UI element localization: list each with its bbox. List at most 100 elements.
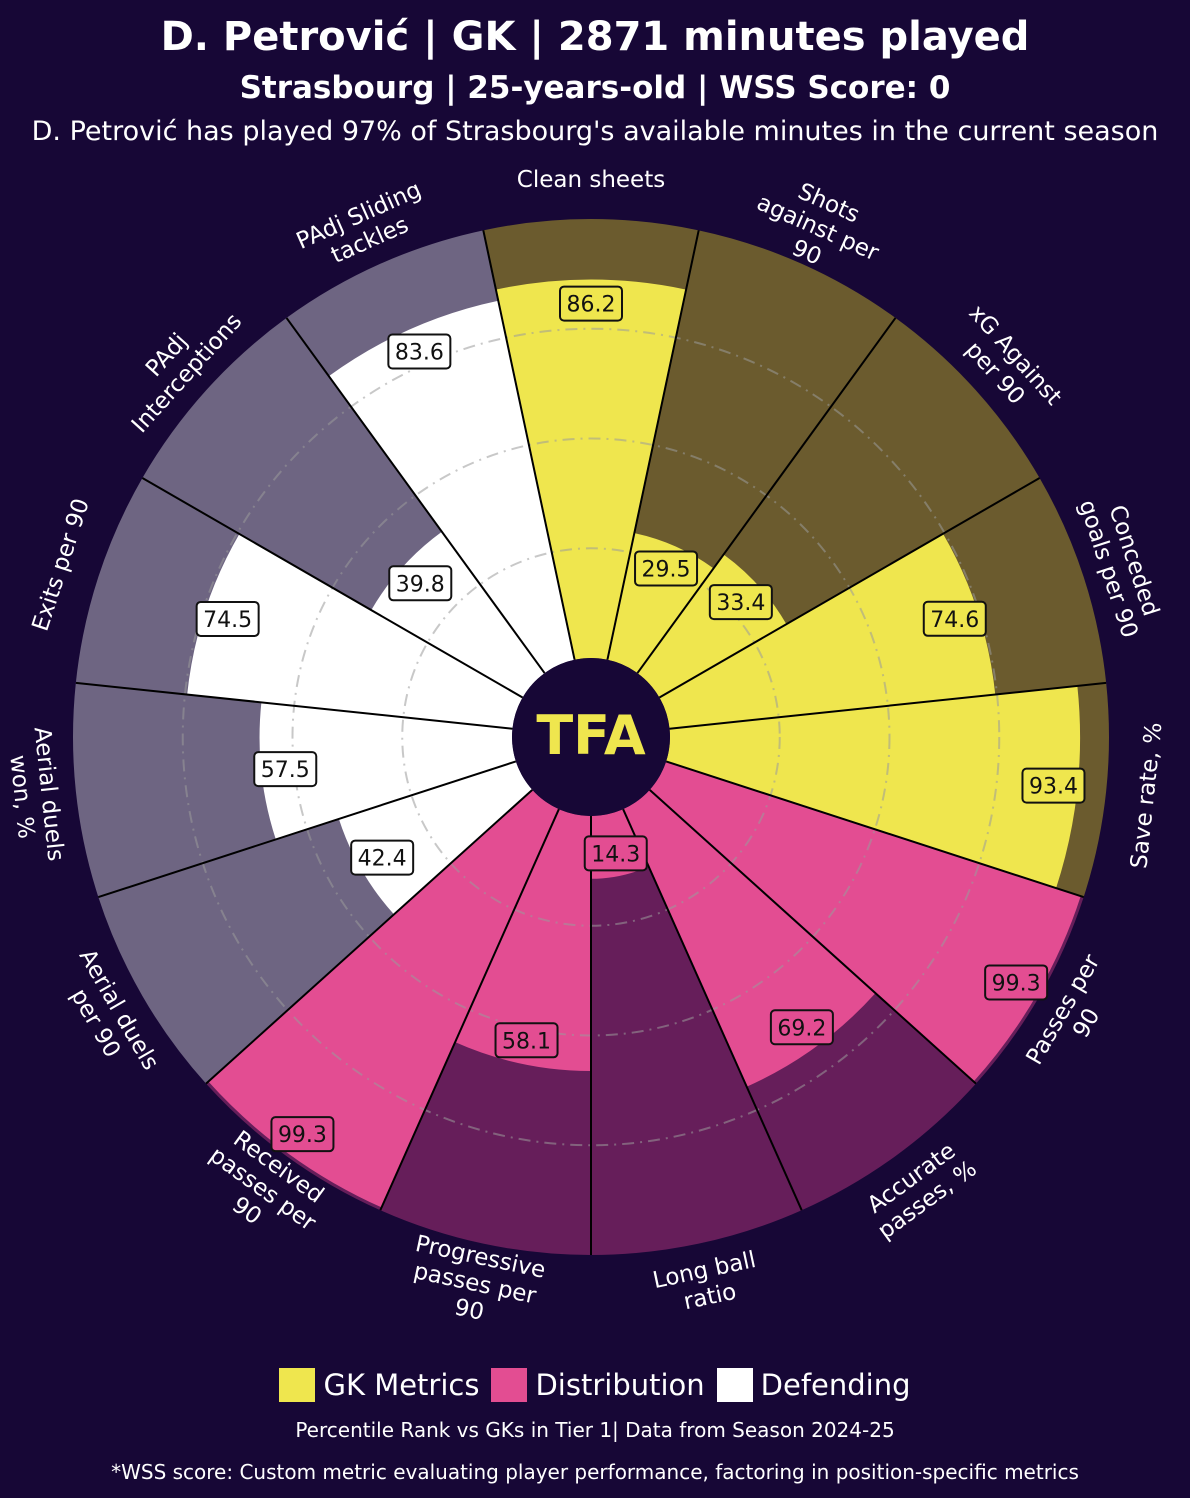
category-label-line: Clean sheets xyxy=(517,167,665,193)
slice-divider xyxy=(141,477,524,699)
legend-item-distribution: Distribution xyxy=(491,1368,705,1402)
value-label-aerial-duels-won: 57.5 xyxy=(253,751,318,788)
value-label-text: 86.2 xyxy=(567,293,616,318)
category-label-save-rate: Save rate, % xyxy=(1126,721,1167,870)
value-label-progressive-passes-per-90: 58.1 xyxy=(494,1022,559,1059)
legend-label-gk: GK Metrics xyxy=(323,1368,480,1402)
value-label-box xyxy=(1021,767,1086,804)
center-logo: TFA xyxy=(512,658,670,816)
value-label-text: 99.3 xyxy=(278,1123,327,1148)
value-label-box xyxy=(388,565,453,602)
value-label-padj-interceptions: 39.8 xyxy=(388,565,453,602)
value-label-box xyxy=(984,964,1049,1001)
bar-passes-per-90 xyxy=(649,761,1081,1082)
bar-exits-per-90 xyxy=(187,533,523,729)
legend-swatch-defending xyxy=(716,1368,753,1402)
slice-divider xyxy=(205,789,533,1085)
value-label-accurate-passes: 69.2 xyxy=(769,1009,834,1046)
slice-divider xyxy=(649,789,977,1085)
slice-divider xyxy=(75,681,513,730)
value-label-save-rate: 93.4 xyxy=(1021,767,1086,804)
bar-aerial-duels-won xyxy=(259,702,516,840)
chart-subtitle: Strasbourg | 25-years-old | WSS Score: 0 xyxy=(239,70,951,106)
value-label-passes-per-90: 99.3 xyxy=(984,964,1049,1001)
value-label-box xyxy=(387,333,452,370)
category-label-exits-per-90: Exits per 90 xyxy=(28,495,95,634)
value-label-padj-sliding-tackles: 83.6 xyxy=(387,333,452,370)
center-circle xyxy=(512,658,670,816)
value-label-text: 39.8 xyxy=(396,572,445,597)
value-label-box xyxy=(494,1022,559,1059)
value-label-text: 42.4 xyxy=(358,847,407,872)
value-label-text: 57.5 xyxy=(261,758,310,783)
value-label-text: 69.2 xyxy=(777,1016,826,1041)
value-label-box xyxy=(350,839,415,876)
bar-progressive-passes-per-90 xyxy=(455,809,591,1072)
value-label-box xyxy=(769,1009,834,1046)
category-label-progressive-passes-per-90: Progressivepasses per90 xyxy=(402,1231,548,1337)
bar-aerial-duels-per-90 xyxy=(338,761,533,915)
slice-divider xyxy=(636,317,897,674)
logo-text: TFA xyxy=(536,704,646,767)
category-label-line: Exits per 90 xyxy=(28,495,95,634)
slice-divider xyxy=(379,808,560,1211)
footer-source: Percentile Rank vs GKs in Tier 1| Data f… xyxy=(295,1418,895,1442)
category-label-line: 90 xyxy=(452,1294,486,1326)
slice-divider xyxy=(669,681,1107,730)
slice-divider xyxy=(658,477,1041,699)
value-label-long-ball-ratio: 14.3 xyxy=(583,835,648,872)
value-label-box xyxy=(253,751,318,788)
footer-note: *WSS score: Custom metric evaluating pla… xyxy=(111,1460,1079,1484)
value-label-text: 58.1 xyxy=(502,1029,551,1054)
legend-item-defending: Defending xyxy=(716,1368,911,1402)
category-label-clean-sheets: Clean sheets xyxy=(517,167,665,193)
value-label-box xyxy=(634,550,699,587)
legend-label-defending: Defending xyxy=(760,1368,911,1402)
minutes-note: D. Petrović has played 97% of Strasbourg… xyxy=(31,116,1159,147)
slice-bg-long-ball-ratio xyxy=(591,809,802,1255)
legend-swatch-distribution xyxy=(491,1368,528,1402)
grid-ring-75 xyxy=(181,327,1001,1147)
value-label-exits-per-90: 74.5 xyxy=(195,600,260,637)
value-label-text: 33.4 xyxy=(716,591,765,616)
bar-conceded-goals-per-90 xyxy=(659,533,996,729)
legend-item-gk: GK Metrics xyxy=(279,1368,479,1402)
value-label-xg-against-per-90: 33.4 xyxy=(708,584,773,621)
value-label-text: 83.6 xyxy=(395,340,444,365)
value-label-text: 74.5 xyxy=(203,608,252,633)
value-label-conceded-goals-per-90: 74.6 xyxy=(922,600,987,637)
value-label-box xyxy=(195,600,260,637)
legend: GK Metrics Distribution Defending xyxy=(0,1368,1190,1402)
category-label-line: Save rate, % xyxy=(1126,721,1167,870)
category-label-long-ball-ratio: Long ballratio xyxy=(651,1247,764,1321)
slice-divider xyxy=(606,230,700,660)
value-label-box xyxy=(922,600,987,637)
slice-divider xyxy=(98,760,517,899)
value-label-box xyxy=(583,835,648,872)
value-label-shots-against-per-90: 29.5 xyxy=(634,550,699,587)
value-label-received-passes-per-90: 99.3 xyxy=(270,1116,335,1153)
bar-padj-sliding-tackles xyxy=(328,300,575,674)
value-label-text: 93.4 xyxy=(1029,775,1078,800)
bar-save-rate xyxy=(666,685,1081,889)
value-label-box xyxy=(559,285,623,322)
legend-label-distribution: Distribution xyxy=(535,1368,705,1402)
slice-divider xyxy=(285,317,546,674)
value-label-text: 29.5 xyxy=(642,557,691,582)
slice-divider xyxy=(622,808,803,1211)
slice-divider xyxy=(665,760,1084,899)
slice-divider xyxy=(482,230,576,660)
bar-received-passes-per-90 xyxy=(208,789,559,1208)
chart-title: D. Petrović | GK | 2871 minutes played xyxy=(160,14,1030,60)
value-label-box xyxy=(270,1116,335,1153)
value-label-box xyxy=(708,584,773,621)
value-label-aerial-duels-per-90: 42.4 xyxy=(350,839,415,876)
value-label-text: 99.3 xyxy=(992,971,1041,996)
value-label-clean-sheets: 86.2 xyxy=(559,285,623,322)
value-label-text: 14.3 xyxy=(591,842,640,867)
category-label-aerial-duels-won: Aerial duelswon, % xyxy=(2,726,69,866)
bar-clean-sheets xyxy=(495,279,687,660)
legend-swatch-gk xyxy=(279,1368,316,1402)
value-label-text: 74.6 xyxy=(930,608,979,633)
